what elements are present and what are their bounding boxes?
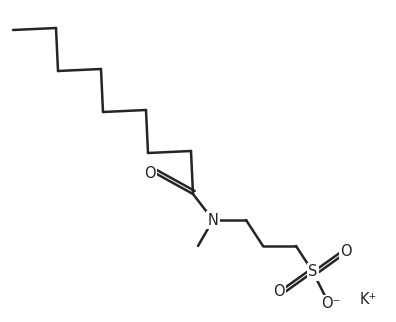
Text: O: O (273, 285, 285, 299)
Text: O: O (144, 166, 156, 181)
Text: K⁺: K⁺ (360, 292, 377, 308)
Text: S: S (308, 264, 318, 279)
Text: O: O (340, 244, 352, 260)
Text: N: N (208, 213, 219, 228)
Text: O⁻: O⁻ (321, 297, 341, 311)
